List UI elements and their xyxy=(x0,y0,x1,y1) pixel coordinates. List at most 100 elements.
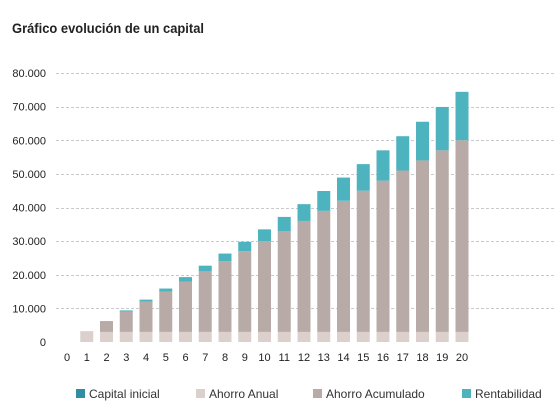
bar-rentabilidad-11 xyxy=(277,216,291,232)
bar-ahorro-anual-7 xyxy=(198,331,212,342)
legend-swatch-capital-inicial xyxy=(76,389,85,398)
legend-label-ahorro-anual: Ahorro Anual xyxy=(209,387,278,401)
x-tick-label: 0 xyxy=(64,352,70,364)
bar-ahorro-anual-13 xyxy=(317,331,331,342)
legend-label-rentabilidad: Rentabilidad xyxy=(475,387,542,401)
bar-rentabilidad-7 xyxy=(198,265,212,272)
bar-ahorro-acumulado-3 xyxy=(119,311,133,332)
bar-ahorro-anual-2 xyxy=(100,331,113,342)
bar-ahorro-acumulado-18 xyxy=(416,160,429,332)
x-tick-label: 13 xyxy=(318,352,330,364)
x-tick-label: 7 xyxy=(202,352,208,364)
bar-ahorro-anual-19 xyxy=(435,331,449,342)
x-tick-label: 18 xyxy=(416,352,428,364)
legend-item-capital-inicial[interactable]: Capital inicial xyxy=(76,387,160,401)
bar-rentabilidad-17 xyxy=(396,136,410,171)
legend: Capital inicial Ahorro Anual Ahorro Acum… xyxy=(76,387,542,401)
y-tick-label: 50.000 xyxy=(12,169,46,181)
x-tick-label: 4 xyxy=(143,352,149,364)
bar-ahorro-acumulado-10 xyxy=(258,241,271,332)
x-tick-label: 19 xyxy=(436,352,448,364)
bar-ahorro-acumulado-8 xyxy=(218,261,232,332)
bar-ahorro-acumulado-2 xyxy=(100,321,113,332)
bar-ahorro-anual-12 xyxy=(297,331,311,342)
bar-ahorro-anual-17 xyxy=(396,331,410,342)
y-tick-label: 0 xyxy=(40,337,46,349)
x-tick-label: 12 xyxy=(298,352,310,364)
bar-rentabilidad-9 xyxy=(238,241,252,252)
bar-rentabilidad-3 xyxy=(119,310,133,312)
bar-rentabilidad-16 xyxy=(376,150,390,181)
bar-ahorro-anual-14 xyxy=(337,331,350,342)
bar-rentabilidad-2 xyxy=(100,321,113,322)
bar-ahorro-acumulado-11 xyxy=(277,231,291,332)
x-tick-label: 20 xyxy=(456,352,468,364)
x-tick-label: 6 xyxy=(182,352,188,364)
x-tick-label: 14 xyxy=(337,352,349,364)
bar-ahorro-anual-20 xyxy=(455,331,469,342)
x-tick-label: 5 xyxy=(163,352,169,364)
bar-rentabilidad-19 xyxy=(435,106,449,151)
bar-ahorro-acumulado-19 xyxy=(435,150,449,332)
x-tick-label: 16 xyxy=(377,352,389,364)
bar-ahorro-acumulado-15 xyxy=(356,190,370,332)
bars xyxy=(80,91,469,342)
y-tick-label: 70.000 xyxy=(12,102,46,114)
bar-ahorro-acumulado-12 xyxy=(297,220,311,332)
y-axis-tick-labels: 0 10.000 20.000 30.000 40.000 50.000 60.000 70.… xyxy=(12,68,46,349)
x-tick-label: 10 xyxy=(258,352,270,364)
bar-rentabilidad-18 xyxy=(416,121,429,161)
x-axis-tick-labels: 0 1 2 3 4 5 6 7 8 9 10 11 12 13 14 15 16 17 18 19 20 xyxy=(64,352,468,364)
legend-swatch-ahorro-acumulado xyxy=(313,389,322,398)
bar-ahorro-anual-9 xyxy=(238,331,252,342)
y-tick-label: 60.000 xyxy=(12,135,46,147)
legend-item-ahorro-anual[interactable]: Ahorro Anual xyxy=(196,387,278,401)
bar-ahorro-anual-16 xyxy=(376,331,390,342)
bar-ahorro-acumulado-16 xyxy=(376,180,390,332)
bar-ahorro-anual-1 xyxy=(80,331,94,342)
x-tick-label: 15 xyxy=(357,352,369,364)
bar-rentabilidad-20 xyxy=(455,91,469,141)
bar-ahorro-anual-5 xyxy=(159,331,173,342)
chart-title: Gráfico evolución de un capital xyxy=(12,20,204,36)
legend-swatch-ahorro-anual xyxy=(196,389,205,398)
legend-label-capital-inicial: Capital inicial xyxy=(89,387,160,401)
bar-ahorro-anual-8 xyxy=(218,331,232,342)
x-tick-label: 8 xyxy=(222,352,228,364)
x-tick-label: 1 xyxy=(84,352,90,364)
bar-ahorro-anual-6 xyxy=(179,331,192,342)
bar-ahorro-anual-3 xyxy=(119,331,133,342)
bar-ahorro-anual-11 xyxy=(277,331,291,342)
y-tick-label: 10.000 xyxy=(12,303,46,315)
bar-ahorro-anual-4 xyxy=(139,331,153,342)
legend-item-ahorro-acumulado[interactable]: Ahorro Acumulado xyxy=(313,387,425,401)
x-tick-label: 2 xyxy=(103,352,109,364)
bar-rentabilidad-10 xyxy=(258,229,271,242)
bar-ahorro-acumulado-20 xyxy=(455,140,469,332)
y-tick-label: 30.000 xyxy=(12,236,46,248)
bar-rentabilidad-13 xyxy=(317,191,331,211)
bar-ahorro-acumulado-9 xyxy=(238,251,252,332)
bar-ahorro-anual-15 xyxy=(356,331,370,342)
bar-ahorro-acumulado-4 xyxy=(139,301,153,332)
bar-rentabilidad-6 xyxy=(179,277,192,282)
bar-rentabilidad-14 xyxy=(337,177,350,201)
bar-ahorro-anual-18 xyxy=(416,331,429,342)
y-tick-label: 20.000 xyxy=(12,270,46,282)
y-tick-label: 80.000 xyxy=(12,68,46,80)
legend-label-ahorro-acumulado: Ahorro Acumulado xyxy=(326,387,425,401)
bar-rentabilidad-15 xyxy=(356,164,370,191)
bar-rentabilidad-8 xyxy=(218,253,232,262)
x-tick-label: 9 xyxy=(242,352,248,364)
bar-ahorro-acumulado-5 xyxy=(159,291,173,332)
grid-lines xyxy=(56,73,555,309)
bar-rentabilidad-12 xyxy=(297,204,311,221)
bar-ahorro-acumulado-7 xyxy=(198,271,212,332)
bar-ahorro-anual-10 xyxy=(258,331,271,342)
bar-ahorro-acumulado-13 xyxy=(317,210,331,332)
bar-rentabilidad-5 xyxy=(159,288,173,292)
x-tick-label: 3 xyxy=(123,352,129,364)
bar-ahorro-acumulado-17 xyxy=(396,170,410,332)
legend-item-rentabilidad[interactable]: Rentabilidad xyxy=(462,387,542,401)
